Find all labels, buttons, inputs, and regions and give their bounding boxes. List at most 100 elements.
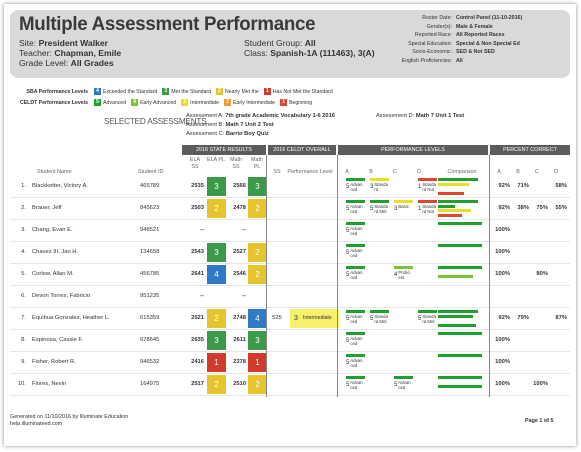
filter-label: Socio-Economic: [412, 49, 452, 56]
level-bar [346, 376, 365, 379]
performance-level-cell: 4 Profici ent [394, 266, 416, 284]
math-performance-level: 1 [248, 353, 267, 372]
level-number: 3 [370, 184, 374, 190]
level-bar [418, 178, 437, 181]
legend-item: 2 Nearly Met the [216, 88, 259, 95]
comparison-bar [438, 191, 464, 195]
level-name: Advan ced [350, 248, 363, 258]
legend-label: Intermediate [190, 99, 219, 106]
ela-performance-level: 3 [207, 243, 226, 262]
math-scale-score: 2527 [233, 249, 246, 255]
legend-label: Exceeded the Standard [103, 88, 158, 95]
math-scale-score: 2510 [233, 381, 246, 387]
level-bar [346, 354, 365, 357]
level-label: 5 Advan ced [346, 358, 368, 369]
percent-correct: 100% [495, 249, 510, 255]
col-pct-d: D [554, 169, 558, 175]
legend-item: 5 Advanced [94, 99, 126, 106]
table-row: 7. Equihua Gonzalez, Heather L. 615359 2521… [10, 308, 570, 330]
level-bar [394, 200, 413, 203]
level-bar [346, 244, 365, 247]
filter-row: Roster Date: Control Panel (11-10-2016) [380, 14, 566, 23]
math-scale-score: 2566 [233, 183, 246, 189]
legend-swatch: 3 [162, 88, 170, 95]
group-header-percent: PERCENT CORRECT [490, 145, 570, 155]
student-name: Blackketter, Victory A. [32, 183, 88, 189]
level-number: 5 [394, 382, 398, 388]
ela-scale-score: -- [200, 227, 204, 233]
level-number: 5 [346, 184, 350, 190]
col-level-a: A [345, 169, 349, 175]
ela-performance-level: 3 [207, 177, 226, 196]
legend-swatch: 4 [131, 99, 139, 106]
ela-performance-level: 2 [207, 375, 226, 394]
filter-value: Control Panel (11-10-2016) [456, 15, 523, 21]
performance-level-cell: 5 Advan ced [346, 332, 368, 350]
math-performance-level: 2 [248, 199, 267, 218]
col-comparison: Comparison [447, 169, 477, 175]
level-bar [394, 376, 413, 379]
level-name: Standa rd Not [422, 204, 436, 214]
percent-correct: 92% [498, 183, 510, 189]
page-title: Multiple Assessment Performance [19, 13, 316, 35]
comparison-bar [438, 244, 482, 247]
report-page: Multiple Assessment Performance Site: Pr… [4, 4, 576, 446]
row-number: 6. [21, 293, 26, 299]
level-bar [346, 266, 365, 269]
student-name: Chang, Evan E. [32, 227, 73, 233]
level-bar [346, 200, 365, 203]
math-performance-level: 2 [248, 265, 267, 284]
filter-label: Reported Race: [414, 32, 452, 39]
level-label: 1 Standa rd Not [418, 182, 440, 193]
comparison-bars [438, 244, 484, 262]
footer-link[interactable]: help.illuminateed.com [10, 421, 63, 427]
filter-value: Male & Female [456, 23, 493, 30]
student-name: Fisher, Robert R. [32, 359, 76, 365]
math-scale-score: -- [242, 293, 246, 299]
filter-value: All [456, 57, 463, 64]
level-number: 5 [346, 250, 350, 256]
comparison-bar [438, 354, 482, 357]
level-bar [370, 178, 389, 181]
percent-correct: 75% [536, 205, 548, 211]
level-number: 3 [394, 206, 398, 212]
legend-item: 1 Beginning [280, 99, 312, 106]
performance-level-cell: 3 Basic [394, 200, 416, 218]
percent-correct: 100% [495, 381, 510, 387]
level-bar [394, 266, 413, 269]
comparison-bar [438, 213, 463, 217]
legend-label: Has Not Met the Standard [272, 88, 333, 95]
student-id: 978645 [140, 337, 160, 343]
legend-label: Met the Standard [171, 88, 212, 95]
class-line: Class: Spanish-1A (111463), 3(A) [244, 48, 375, 58]
legend-label: Early Intermediate [232, 99, 276, 106]
legend-item: 4 Early Advanced [131, 99, 176, 106]
teacher-line: Teacher: Chapman, Emile [19, 48, 122, 58]
student-id: 946532 [140, 359, 160, 365]
level-number: 5 [346, 272, 350, 278]
level-label: 5 Standa rd Met [418, 314, 440, 325]
level-name: Advan ced [350, 314, 363, 324]
group-header-celdt: 2016 CELDT OVERALL [268, 145, 336, 155]
performance-level-cell: 5 Standa rd Met [370, 310, 392, 328]
level-number: 5 [346, 338, 350, 344]
level-label: 5 Standa rd Met [370, 204, 392, 215]
performance-level-cell: 5 Standa rd Met [418, 310, 440, 328]
level-label: 5 Advan ced [346, 204, 368, 215]
level-number: 5 [346, 382, 350, 388]
table-row: 1. Blackketter, Victory A. 465789 2535 3 2566… [10, 176, 570, 198]
col-celdt-ss: SS [273, 169, 281, 175]
level-name: Profici ent [398, 270, 411, 280]
level-label: 5 Advan ced [346, 336, 368, 347]
legend-item: 3 Met the Standard [162, 88, 211, 95]
level-name: Standa rd Met [374, 314, 388, 324]
comparison-bars [438, 310, 484, 328]
performance-level-cell: 5 Advan ced [346, 310, 368, 328]
legend-item: 4 Exceeded the Standard [94, 88, 157, 95]
legend-swatch: 4 [94, 88, 101, 95]
comparison-bars [438, 354, 484, 372]
ela-performance-level: 2 [207, 309, 226, 328]
level-name: Advan ced [350, 204, 363, 214]
performance-level-cell: 5 Advan ced [346, 266, 368, 284]
col-ela-pl: ELA PL [207, 157, 225, 163]
